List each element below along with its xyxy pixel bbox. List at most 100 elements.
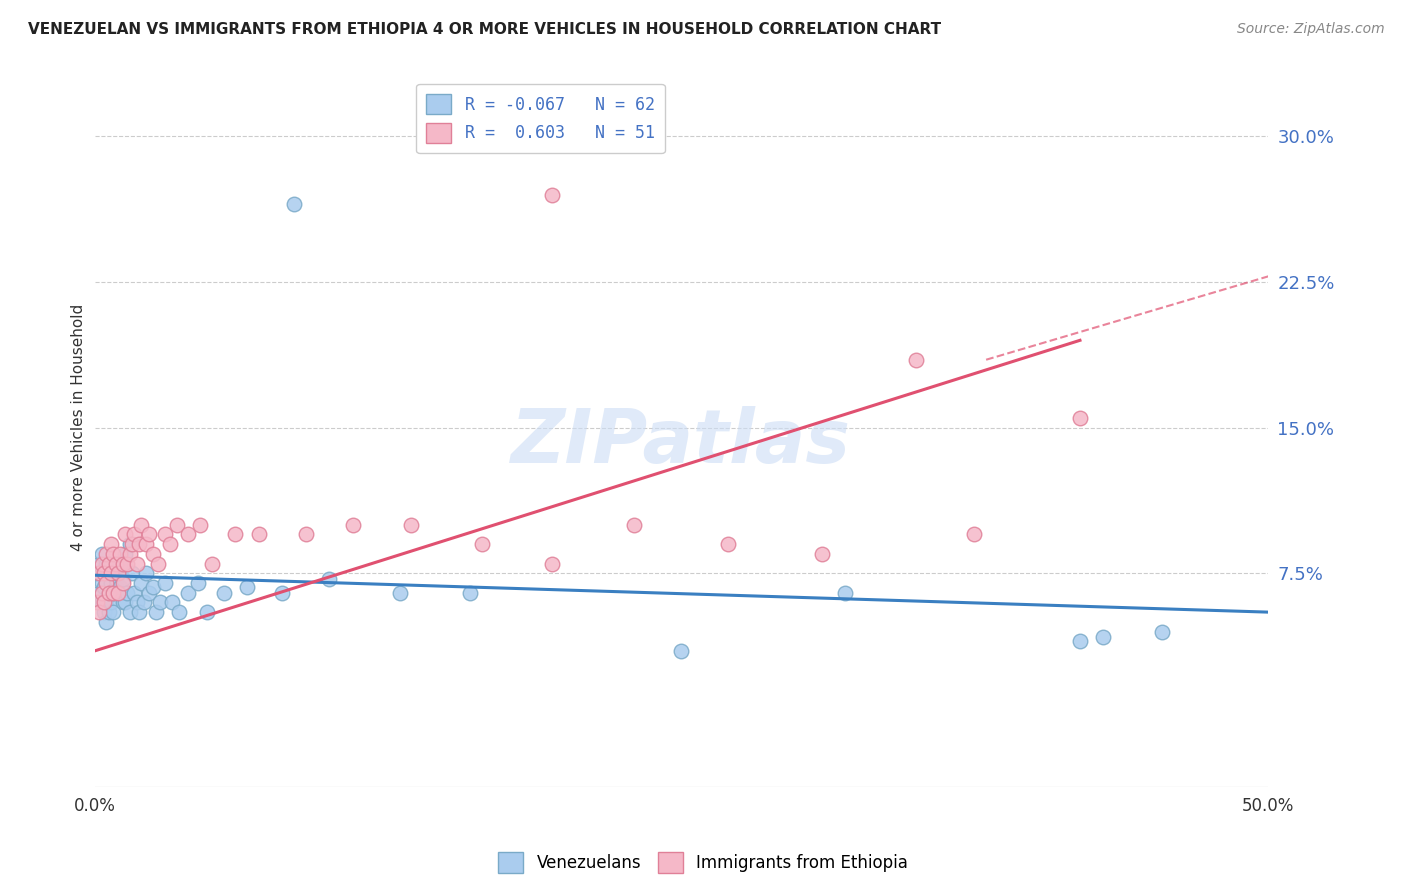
Point bbox=[124, 585, 146, 599]
Point bbox=[100, 595, 122, 609]
Point bbox=[131, 517, 153, 532]
Point bbox=[96, 576, 118, 591]
Point bbox=[124, 527, 146, 541]
Point bbox=[103, 585, 125, 599]
Point bbox=[236, 580, 259, 594]
Point bbox=[89, 605, 111, 619]
Point bbox=[104, 572, 127, 586]
Point bbox=[97, 585, 120, 599]
Point bbox=[96, 547, 118, 561]
Point bbox=[107, 566, 129, 581]
Point bbox=[271, 585, 294, 599]
Point bbox=[342, 517, 364, 532]
Point bbox=[160, 595, 183, 609]
Point bbox=[146, 557, 169, 571]
Point bbox=[117, 557, 139, 571]
Point bbox=[89, 585, 111, 599]
Point bbox=[118, 605, 141, 619]
Point bbox=[121, 566, 143, 581]
Point bbox=[142, 547, 165, 561]
Point bbox=[90, 585, 112, 599]
Point bbox=[90, 576, 112, 591]
Point bbox=[96, 557, 118, 571]
Point bbox=[100, 576, 122, 591]
Point bbox=[97, 566, 120, 581]
Point bbox=[963, 527, 986, 541]
Point bbox=[117, 585, 139, 599]
Point bbox=[111, 595, 134, 609]
Point bbox=[86, 595, 108, 609]
Point bbox=[100, 566, 122, 581]
Point bbox=[149, 595, 172, 609]
Point bbox=[471, 537, 494, 551]
Y-axis label: 4 or more Vehicles in Household: 4 or more Vehicles in Household bbox=[72, 304, 86, 551]
Point bbox=[93, 566, 115, 581]
Point bbox=[90, 595, 112, 609]
Point bbox=[166, 517, 188, 532]
Point bbox=[145, 605, 167, 619]
Point bbox=[138, 527, 160, 541]
Point bbox=[247, 527, 270, 541]
Point bbox=[96, 576, 118, 591]
Point bbox=[212, 585, 235, 599]
Point bbox=[104, 557, 127, 571]
Point bbox=[93, 595, 115, 609]
Point bbox=[541, 557, 564, 571]
Point bbox=[167, 605, 190, 619]
Point bbox=[541, 187, 564, 202]
Point bbox=[811, 547, 834, 561]
Point bbox=[153, 527, 176, 541]
Point bbox=[97, 605, 120, 619]
Point bbox=[188, 517, 211, 532]
Point bbox=[89, 557, 111, 571]
Point bbox=[388, 585, 411, 599]
Point bbox=[1092, 631, 1115, 645]
Point bbox=[131, 576, 153, 591]
Point bbox=[100, 537, 122, 551]
Point bbox=[717, 537, 740, 551]
Point bbox=[623, 517, 645, 532]
Point bbox=[114, 595, 136, 609]
Point bbox=[121, 537, 143, 551]
Point bbox=[1069, 411, 1091, 425]
Point bbox=[93, 580, 115, 594]
Point bbox=[125, 557, 148, 571]
Point bbox=[114, 547, 136, 561]
Point bbox=[110, 547, 132, 561]
Point bbox=[97, 557, 120, 571]
Point bbox=[177, 527, 200, 541]
Point bbox=[107, 585, 129, 599]
Point bbox=[138, 585, 160, 599]
Point bbox=[90, 557, 112, 571]
Point bbox=[401, 517, 423, 532]
Point bbox=[142, 580, 165, 594]
Point bbox=[458, 585, 481, 599]
Point bbox=[93, 605, 115, 619]
Point bbox=[283, 197, 305, 211]
Point bbox=[103, 585, 125, 599]
Point bbox=[195, 605, 218, 619]
Point bbox=[904, 352, 927, 367]
Point bbox=[103, 547, 125, 561]
Point bbox=[103, 566, 125, 581]
Legend: R = -0.067   N = 62, R =  0.603   N = 51: R = -0.067 N = 62, R = 0.603 N = 51 bbox=[416, 84, 665, 153]
Point bbox=[93, 566, 115, 581]
Point bbox=[111, 572, 134, 586]
Point bbox=[110, 557, 132, 571]
Point bbox=[128, 537, 150, 551]
Point bbox=[1069, 634, 1091, 648]
Point bbox=[107, 566, 129, 581]
Point bbox=[1152, 624, 1174, 639]
Point bbox=[100, 557, 122, 571]
Point bbox=[187, 576, 209, 591]
Point bbox=[132, 595, 155, 609]
Point bbox=[104, 580, 127, 594]
Point bbox=[118, 537, 141, 551]
Point bbox=[294, 527, 316, 541]
Point bbox=[111, 576, 134, 591]
Legend: Venezuelans, Immigrants from Ethiopia: Venezuelans, Immigrants from Ethiopia bbox=[492, 846, 914, 880]
Point bbox=[135, 566, 157, 581]
Point bbox=[135, 537, 157, 551]
Point bbox=[110, 580, 132, 594]
Point bbox=[103, 605, 125, 619]
